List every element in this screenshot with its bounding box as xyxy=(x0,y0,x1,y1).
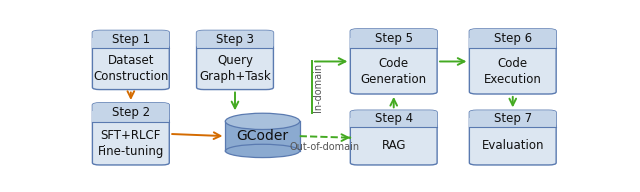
Text: Step 3: Step 3 xyxy=(216,33,254,46)
Bar xyxy=(196,38,273,48)
FancyBboxPatch shape xyxy=(350,29,437,94)
FancyBboxPatch shape xyxy=(92,103,169,165)
Text: RAG: RAG xyxy=(381,139,406,152)
FancyBboxPatch shape xyxy=(196,30,273,48)
Bar xyxy=(469,38,556,48)
FancyBboxPatch shape xyxy=(350,110,437,165)
Text: Out-of-domain: Out-of-domain xyxy=(290,142,360,152)
Text: Query
Graph+Task: Query Graph+Task xyxy=(199,54,271,83)
Bar xyxy=(350,38,437,48)
Text: SFT+RLCF
Fine-tuning: SFT+RLCF Fine-tuning xyxy=(98,129,164,158)
Ellipse shape xyxy=(225,144,300,158)
FancyBboxPatch shape xyxy=(469,29,556,94)
Text: Step 1: Step 1 xyxy=(112,33,150,46)
Bar xyxy=(92,111,169,122)
Text: Code
Generation: Code Generation xyxy=(361,57,427,86)
Text: GCoder: GCoder xyxy=(236,129,289,143)
Text: In-domain: In-domain xyxy=(313,63,323,112)
Text: Step 5: Step 5 xyxy=(375,32,413,45)
FancyBboxPatch shape xyxy=(92,30,169,48)
FancyBboxPatch shape xyxy=(469,110,556,127)
Text: Code
Execution: Code Execution xyxy=(484,57,541,86)
Bar xyxy=(469,118,556,127)
FancyBboxPatch shape xyxy=(350,29,437,48)
FancyBboxPatch shape xyxy=(469,110,556,165)
Bar xyxy=(350,118,437,127)
Text: Step 7: Step 7 xyxy=(493,112,532,125)
FancyBboxPatch shape xyxy=(350,110,437,127)
Text: Evaluation: Evaluation xyxy=(481,139,544,152)
FancyBboxPatch shape xyxy=(196,30,273,89)
Text: Step 4: Step 4 xyxy=(374,112,413,125)
Bar xyxy=(225,121,300,151)
Text: Dataset
Construction: Dataset Construction xyxy=(93,54,168,83)
FancyBboxPatch shape xyxy=(92,30,169,89)
Text: Step 6: Step 6 xyxy=(493,32,532,45)
FancyBboxPatch shape xyxy=(469,29,556,48)
Bar xyxy=(92,38,169,48)
Ellipse shape xyxy=(225,113,300,129)
Text: Step 2: Step 2 xyxy=(112,106,150,119)
FancyBboxPatch shape xyxy=(92,103,169,122)
